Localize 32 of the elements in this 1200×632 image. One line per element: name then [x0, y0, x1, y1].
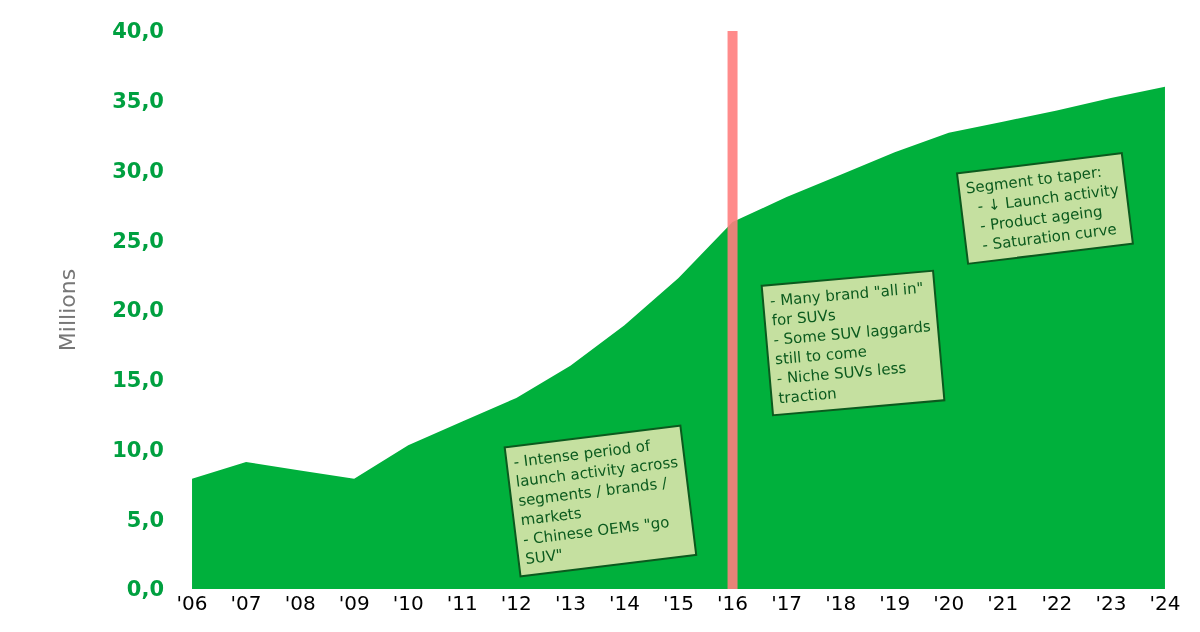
annotation: - Many brand "all in" for SUVs - Some SUV laggards still to come - Niche SUVs less traction — [769, 278, 932, 408]
y-tick-label: 35,0 — [112, 89, 164, 114]
y-tick-label: 5,0 — [126, 507, 164, 532]
x-tick-label: '15 — [663, 591, 694, 615]
x-tick-label: '13 — [554, 591, 586, 615]
x-tick-label: '18 — [825, 591, 857, 615]
x-tick-label: '06 — [176, 591, 208, 615]
x-tick-label: '22 — [1041, 591, 1073, 615]
y-axis-title: Millions — [54, 268, 80, 352]
y-tick-label: 30,0 — [112, 158, 164, 183]
annotation: - Intense period of launch activity across segments / brands / markets - Chinese OEMs "go SUV" — [512, 436, 680, 569]
y-tick-label: 40,0 — [112, 19, 164, 44]
x-tick-label: '17 — [771, 591, 803, 615]
x-tick-label: '12 — [500, 591, 532, 615]
x-tick-label: '11 — [446, 591, 478, 615]
x-tick-label: '23 — [1095, 591, 1127, 615]
x-tick-label: '21 — [987, 591, 1019, 615]
x-tick-label: '07 — [230, 591, 262, 615]
x-tick-label: '09 — [338, 591, 370, 615]
y-tick-label: 20,0 — [112, 298, 164, 323]
y-tick-label: 15,0 — [112, 368, 164, 393]
x-tick-label: '20 — [933, 591, 965, 615]
y-tick-label: 10,0 — [112, 437, 164, 462]
x-tick-label: '16 — [717, 591, 749, 615]
x-tick-label: '10 — [392, 591, 424, 615]
x-tick-label: '14 — [608, 591, 640, 615]
y-tick-label: 25,0 — [112, 228, 164, 253]
y-tick-label: 0,0 — [126, 577, 164, 602]
x-tick-label: '19 — [879, 591, 911, 615]
annotation: Segment to taper: - ↓ Launch activity - Product ageing - Saturation curve — [964, 162, 1120, 256]
x-tick-label: '08 — [284, 591, 316, 615]
x-tick-label: '24 — [1149, 591, 1181, 615]
